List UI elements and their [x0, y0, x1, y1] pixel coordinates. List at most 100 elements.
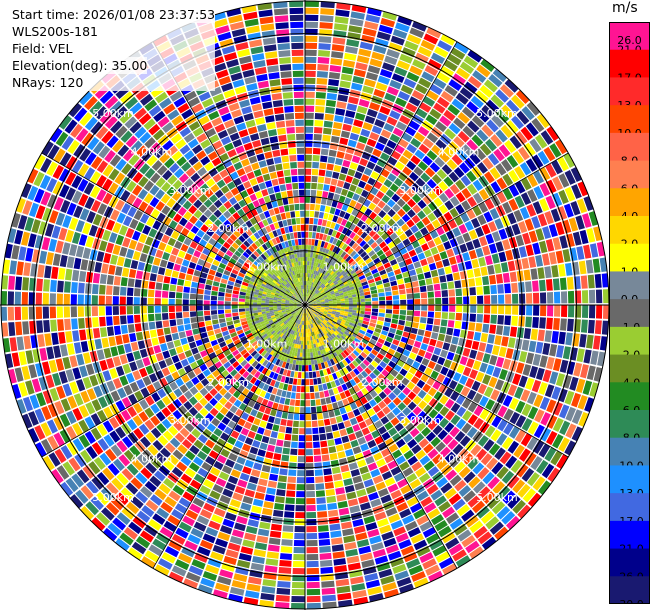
velocity-gate	[66, 343, 75, 356]
velocity-gate	[328, 374, 334, 382]
velocity-gate	[332, 430, 341, 439]
velocity-gate	[348, 307, 353, 310]
velocity-gate	[379, 269, 387, 276]
velocity-gate	[177, 278, 185, 286]
velocity-gate	[461, 509, 475, 522]
velocity-gate	[346, 287, 351, 292]
velocity-gate	[362, 317, 364, 321]
velocity-gate	[570, 200, 581, 216]
velocity-gate	[309, 320, 312, 325]
velocity-gate	[323, 319, 328, 323]
velocity-gate	[202, 571, 218, 582]
velocity-gate	[306, 277, 308, 282]
velocity-gate	[305, 316, 307, 321]
velocity-gate	[174, 559, 190, 571]
velocity-gate	[444, 128, 457, 140]
velocity-gate	[284, 504, 295, 511]
velocity-gate	[309, 294, 313, 299]
velocity-gate	[369, 286, 377, 291]
velocity-gate	[80, 390, 91, 404]
velocity-gate	[361, 379, 369, 387]
velocity-gate	[123, 527, 138, 540]
velocity-gate	[72, 422, 84, 437]
velocity-gate	[290, 448, 298, 456]
velocity-gate	[415, 449, 427, 460]
velocity-gate	[559, 359, 569, 374]
velocity-gate	[476, 64, 491, 78]
velocity-gate	[300, 386, 305, 393]
velocity-gate	[321, 273, 325, 279]
velocity-gate	[217, 365, 226, 374]
velocity-gate	[542, 226, 552, 239]
velocity-gate	[264, 565, 278, 573]
velocity-gate	[497, 315, 505, 325]
velocity-gate	[352, 253, 360, 260]
velocity-gate	[46, 346, 55, 360]
velocity-gate	[326, 163, 334, 171]
velocity-gate	[293, 331, 297, 336]
velocity-gate	[78, 434, 91, 448]
velocity-gate	[329, 323, 335, 328]
velocity-gate	[445, 398, 455, 409]
velocity-gate	[305, 442, 313, 449]
velocity-gate	[365, 14, 381, 24]
velocity-gate	[359, 261, 367, 268]
velocity-gate	[306, 581, 320, 589]
velocity-gate	[307, 320, 310, 325]
velocity-gate	[308, 328, 311, 333]
velocity-gate	[323, 312, 328, 315]
velocity-gate	[407, 455, 419, 466]
velocity-gate	[253, 352, 260, 360]
velocity-gate	[472, 481, 486, 494]
velocity-gate	[337, 326, 342, 331]
velocity-gate	[204, 342, 212, 350]
velocity-gate	[320, 398, 327, 405]
velocity-gate	[389, 232, 398, 241]
velocity-gate	[336, 101, 347, 109]
velocity-gate	[210, 339, 218, 347]
velocity-gate	[122, 237, 131, 248]
velocity-gate	[332, 287, 338, 291]
velocity-gate	[376, 112, 388, 122]
velocity-gate	[139, 530, 154, 543]
velocity-gate	[398, 155, 409, 165]
velocity-gate	[388, 42, 403, 53]
velocity-gate	[260, 285, 265, 290]
velocity-gate	[327, 156, 336, 164]
velocity-gate	[422, 195, 433, 205]
velocity-gate	[245, 382, 254, 390]
velocity-gate	[148, 321, 156, 330]
velocity-gate	[171, 533, 186, 545]
velocity-gate	[281, 539, 293, 546]
velocity-gate	[240, 284, 248, 290]
velocity-gate	[325, 356, 330, 361]
velocity-gate	[266, 337, 272, 342]
velocity-gate	[285, 426, 293, 434]
velocity-gate	[305, 285, 308, 290]
velocity-gate	[376, 410, 386, 419]
velocity-gate	[326, 403, 334, 411]
velocity-gate	[408, 352, 417, 360]
velocity-gate	[437, 267, 445, 276]
velocity-gate	[390, 466, 402, 476]
velocity-gate	[416, 545, 431, 557]
velocity-gate	[323, 329, 328, 335]
velocity-gate	[291, 602, 305, 609]
velocity-gate	[325, 99, 336, 107]
velocity-gate	[50, 319, 58, 332]
velocity-gate	[356, 325, 362, 330]
velocity-gate	[322, 357, 327, 363]
velocity-gate	[310, 392, 315, 400]
velocity-gate	[352, 340, 359, 347]
velocity-gate	[221, 416, 231, 426]
velocity-gate	[324, 309, 329, 312]
velocity-gate	[325, 343, 329, 348]
velocity-gate	[316, 406, 322, 413]
velocity-gate	[135, 536, 151, 549]
velocity-gate	[394, 570, 410, 581]
velocity-gate	[485, 99, 500, 113]
velocity-gate	[323, 311, 328, 314]
velocity-gate	[494, 379, 505, 391]
velocity-gate	[339, 337, 344, 342]
velocity-gate	[207, 274, 215, 281]
